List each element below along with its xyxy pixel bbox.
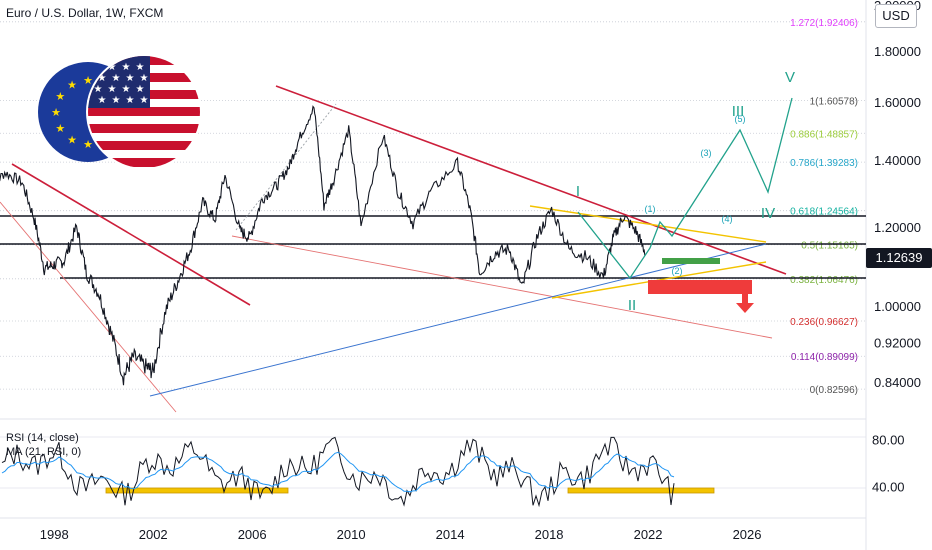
time-tick-label: 1998 [40,527,69,542]
time-tick-label: 2010 [337,527,366,542]
time-tick-label: 2022 [634,527,663,542]
price-line [0,105,646,386]
price-tick-label: 0.84000 [874,375,921,390]
price-tick-label: 1.80000 [874,44,921,59]
svg-text:★: ★ [136,84,145,95]
wave-label-minor: (5) [735,114,746,124]
svg-text:★: ★ [126,73,135,84]
price-tick-label: 0.92000 [874,335,921,350]
wave-label-major: IV [761,205,775,222]
fib-label: 1.272(1.92406) [790,18,858,29]
price-tick-label: 1.00000 [874,299,921,314]
fib-label: 0.5(1.15165) [801,241,858,252]
time-tick-label: 2026 [733,527,762,542]
svg-text:★: ★ [108,84,117,95]
fib-label: 0.786(1.39283) [790,158,858,169]
svg-text:★: ★ [122,84,131,95]
svg-text:★: ★ [55,90,65,103]
price-axis: 0.84000 0.92000 1.00000 1.20000 1.40000 1.600… [874,0,921,390]
us-flag-icon: ★★★★★★★★★★★★★★★★ [86,54,202,170]
wave-label-major: II [628,297,636,314]
wave-label-minor: (3) [701,148,712,158]
fib-label: 0.236(0.96627) [790,317,858,328]
rsi-yellow-zone-right [567,487,715,494]
resistance-line-left [11,163,251,306]
rsi-tick-label: 40.00 [872,480,905,495]
fib-label: 0.114(0.89099) [791,352,858,363]
svg-text:★: ★ [83,74,93,87]
resistance-line-main [275,85,787,275]
wave-label-major: III [732,103,745,120]
rsi-line [1,436,675,508]
time-axis: 1998 2002 2006 2010 2014 2018 2022 2026 [40,527,762,542]
thin-red-line-long [231,235,773,339]
svg-text:★: ★ [122,62,131,73]
svg-text:★: ★ [136,62,145,73]
rsi-tick-label: 80.00 [872,433,905,448]
rsi-series [1,436,675,508]
support-trend-blue [149,243,767,397]
time-tick-label: 2014 [436,527,465,542]
down-arrow-icon [736,294,754,313]
wave-label-minor: (4) [722,214,733,224]
green-zone [662,258,720,264]
thin-red-line-down [0,201,177,413]
fib-label: 0.618(1.24564) [790,207,858,218]
wave-label-major: I [576,183,580,200]
svg-text:★: ★ [112,95,121,106]
svg-text:★: ★ [94,84,103,95]
price-tick-label: 1.40000 [874,153,921,168]
chart-title: Euro / U.S. Dollar, 1W, FXCM [6,6,164,20]
fib-label: 0(0.82596) [810,385,858,396]
svg-text:★: ★ [98,95,107,106]
rsi-axis: 80.00 40.00 [872,433,905,495]
rsi-yellow-zone-left [105,487,289,494]
svg-text:★: ★ [55,122,65,135]
yellow-line-upper [529,205,767,243]
price-tick-label: 1.20000 [874,220,921,235]
svg-text:★: ★ [112,73,121,84]
svg-text:★: ★ [98,73,107,84]
fib-label: 0.886(1.48857) [790,129,858,140]
time-tick-label: 2002 [139,527,168,542]
svg-text:★: ★ [140,95,149,106]
red-zone [648,280,752,294]
svg-text:★: ★ [126,95,135,106]
time-tick-label: 2018 [535,527,564,542]
wave-label-major: V [785,69,795,86]
fib-label: 1(1.60578) [810,96,858,107]
time-tick-label: 2006 [238,527,267,542]
svg-text:★: ★ [108,62,117,73]
currency-button[interactable]: USD [875,4,917,28]
current-price-badge: 1.12639 [866,248,932,268]
wave-label-minor: (1) [645,204,656,214]
dotted-line [235,103,337,231]
svg-text:★: ★ [67,134,77,147]
trend-lines [0,85,866,413]
svg-text:★: ★ [83,138,93,151]
fib-label: 0.382(1.06476) [790,275,858,286]
price-series [0,105,646,386]
price-tick-label: 1.60000 [874,95,921,110]
svg-text:★: ★ [67,78,77,91]
svg-text:★: ★ [140,73,149,84]
svg-text:★: ★ [51,106,61,119]
rsi-ma-label: MA (21, RSI, 0) [6,446,82,458]
elliott-wave-path [577,97,793,280]
wave-label-minor: (2) [672,266,683,276]
rsi-label: RSI (14, close) [6,432,79,444]
rsi-ma-line [1,451,675,493]
